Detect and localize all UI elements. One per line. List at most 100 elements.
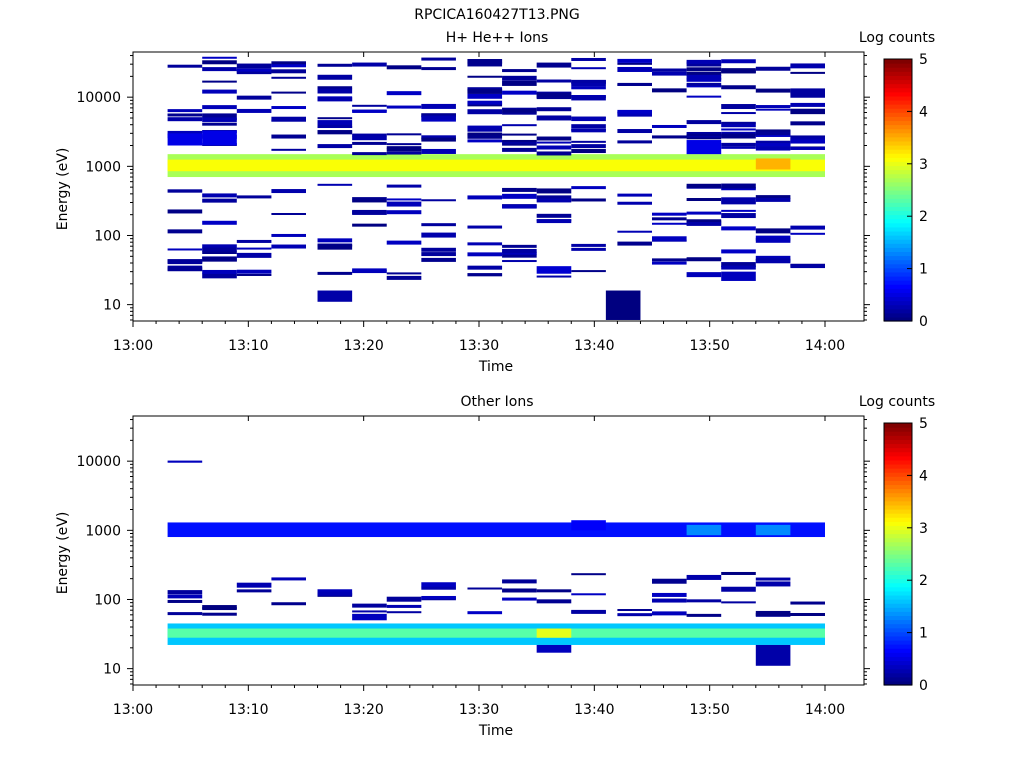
colorbar-swatch [884,267,912,273]
heatmap-cell [352,613,387,621]
heatmap-cell [271,233,306,237]
colorbar-swatch [884,615,912,621]
heatmap-cell [467,242,503,246]
heatmap-cell [686,84,722,88]
colorbar-swatch [884,570,912,576]
heatmap-cell [202,67,237,72]
heatmap-cell [421,118,456,122]
colorbar-swatch [884,603,912,608]
heatmap-cell [202,60,237,65]
heatmap-cell [317,183,353,186]
colorbar-tick-label: 3 [919,157,928,173]
heatmap-cell [536,275,572,278]
heatmap-cell [502,579,537,584]
heatmap-cell [686,61,722,67]
heatmap-cell [755,644,791,666]
colorbar-swatch [884,235,912,240]
heatmap-cell [317,244,353,250]
heatmap-cell [755,133,791,137]
colorbar-swatch [884,263,912,269]
heatmap-cell [571,243,606,247]
heatmap-cell [317,117,353,120]
heatmap-cell [536,213,572,218]
heatmap-cell [755,108,791,111]
heatmap-cell [652,611,687,616]
colorbar-swatch [884,128,912,134]
colorbar-tick-label: 5 [919,416,928,432]
heatmap-cell [686,74,722,80]
heatmap-cell [571,198,606,202]
heatmap-cell [571,128,606,133]
colorbar-swatch [884,222,912,228]
colorbar-swatch [884,455,912,461]
heatmap-cell [536,266,572,274]
heatmap-cell [467,109,503,115]
colorbar-frame [883,58,913,322]
colorbar-swatch [884,513,912,518]
heatmap-cell [167,267,203,272]
colorbar-swatch [884,140,912,146]
heatmap-cell [467,93,503,99]
heatmap-cell [721,59,756,64]
heatmap-cell [755,255,791,260]
colorbar-tick-label: 2 [919,209,928,225]
heatmap-cell [571,86,606,90]
heatmap-cell [236,108,272,113]
colorbar-tick-label: 5 [919,52,928,68]
heatmap-cell [167,109,203,113]
colorbar-swatch [884,169,912,175]
heatmap-cell [721,187,756,191]
colorbar-swatch [884,190,912,195]
colorbar-swatch [884,623,912,629]
heatmap-cell [386,105,422,109]
x-axis-label: Time [478,359,513,375]
heatmap-cell [721,209,756,212]
heatmap-cell [502,142,537,146]
heatmap-cell [236,589,272,593]
heatmap-cell [536,62,572,68]
heatmap-cell [421,595,456,599]
heatmap-cell [617,201,652,205]
colorbar-swatch [884,599,912,604]
heatmap-cell [467,75,503,78]
heatmap-cell [352,209,387,215]
heatmap-cell [721,133,756,139]
heatmap-cell [536,219,572,224]
heatmap-cell [686,82,722,86]
heatmap-cell [317,238,353,243]
heatmap-cell [502,147,537,152]
heatmap-cell [421,232,456,238]
colorbar-swatch [884,664,912,670]
heatmap-cell [652,236,687,242]
colorbar-tick-label: 1 [919,262,928,278]
heatmap-cell [317,144,353,149]
heatmap-cell [386,91,422,96]
heatmap-cell [271,212,306,215]
heatmap-cell [167,190,203,193]
heatmap-cell [386,210,422,215]
heatmap-cell [686,135,722,138]
heatmap-cell [467,100,503,105]
heatmap-cell [202,612,237,616]
colorbar-swatch [884,476,912,481]
x-tick-label: 13:20 [343,338,383,354]
heatmap-cell [467,139,503,143]
colorbar-label: Log counts [859,30,935,46]
heatmap-cell [617,230,652,233]
panel-h-he-ions: H+ He++ Ions Log counts Time Energy (eV)… [55,30,935,375]
colorbar-swatch [884,247,912,253]
heatmap-cell [721,85,756,90]
heatmap-cell [467,587,503,590]
colorbar-swatch [884,181,912,187]
heatmap-cell [721,69,756,74]
heatmap-cell [617,140,652,144]
heatmap-cell [167,130,203,135]
heatmap-cell [502,260,537,263]
colorbar-swatch [884,91,912,97]
heatmap-cell [167,189,203,192]
colorbar-swatch [884,308,912,314]
heatmap-cell [386,201,422,207]
heatmap-cell [571,520,606,531]
heatmap-cell [686,198,722,202]
heatmap-cell [721,104,756,110]
